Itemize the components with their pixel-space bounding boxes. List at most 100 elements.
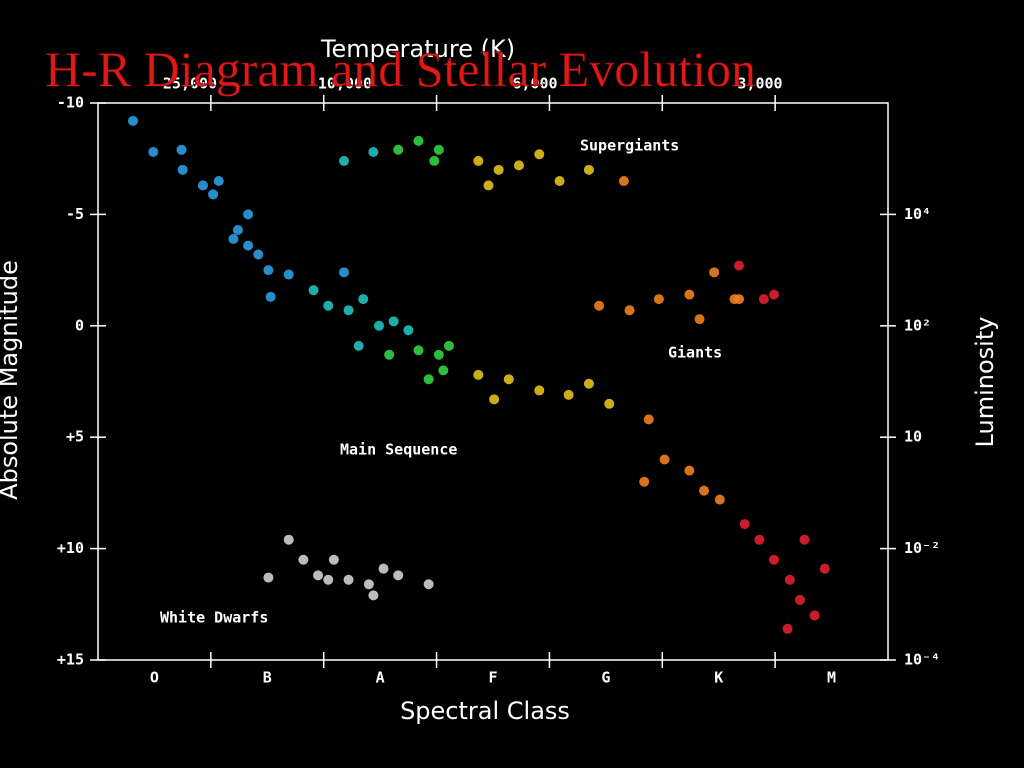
star-point	[594, 300, 605, 311]
star-point	[429, 155, 440, 166]
y2-tick-label: 10⁻⁴	[904, 651, 940, 669]
y2-tick-label: 10	[904, 428, 922, 446]
star-point	[265, 291, 276, 302]
star-point	[243, 240, 254, 251]
y-tick-label: -10	[57, 94, 84, 112]
star-point	[243, 209, 254, 220]
star-point	[358, 294, 369, 305]
star-point	[734, 260, 745, 271]
star-point	[438, 365, 449, 376]
star-point	[503, 374, 514, 385]
star-point	[388, 316, 399, 327]
y-tick-label: +15	[57, 651, 84, 669]
star-point	[413, 135, 424, 146]
star-point	[643, 414, 654, 425]
star-point	[368, 590, 379, 601]
star-point	[368, 147, 379, 158]
star-point	[423, 579, 434, 590]
star-point	[583, 164, 594, 175]
star-point	[253, 249, 264, 260]
x-tick-label: B	[263, 669, 272, 687]
plot-frame	[97, 102, 889, 661]
star-point	[393, 144, 404, 155]
star-point	[769, 554, 780, 565]
star-point	[298, 554, 309, 565]
star-point	[554, 175, 565, 186]
star-point	[758, 294, 769, 305]
star-point	[263, 572, 274, 583]
star-point	[819, 563, 830, 574]
star-point	[583, 378, 594, 389]
star-point	[794, 594, 805, 605]
y-tick-label: 0	[75, 316, 84, 334]
x-tick-label: K	[714, 669, 723, 687]
x-tick-label: M	[827, 669, 836, 687]
star-point	[403, 325, 414, 336]
star-point	[659, 454, 670, 465]
y2-tick-label: 10⁴	[904, 205, 931, 223]
star-point	[343, 574, 354, 585]
star-point	[339, 155, 350, 166]
star-point	[782, 623, 793, 634]
star-point	[353, 340, 364, 351]
star-point	[323, 574, 334, 585]
star-point	[754, 534, 765, 545]
slide-title: H-R Diagram and Stellar Evolution	[45, 41, 756, 97]
annotation: White Dwarfs	[160, 609, 268, 627]
star-point	[443, 340, 454, 351]
star-point	[208, 189, 219, 200]
star-point	[283, 269, 294, 280]
star-point	[176, 144, 187, 155]
star-point	[127, 115, 138, 126]
star-point	[433, 144, 444, 155]
star-point	[423, 374, 434, 385]
x-tick-label: G	[601, 669, 610, 687]
star-point	[177, 164, 188, 175]
star-point	[378, 563, 389, 574]
star-point	[263, 265, 274, 276]
star-point	[734, 294, 745, 305]
star-point	[473, 369, 484, 380]
x-tick-label: O	[150, 669, 159, 687]
star-point	[694, 314, 705, 325]
star-point	[513, 160, 524, 171]
star-point	[769, 289, 780, 300]
y-tick-label: +10	[57, 539, 84, 557]
star-point	[714, 494, 725, 505]
star-point	[228, 233, 239, 244]
star-point	[313, 570, 324, 581]
star-point	[393, 570, 404, 581]
star-point	[328, 554, 339, 565]
top-tick-label: 25,000	[163, 75, 217, 93]
star-point	[563, 389, 574, 400]
top-tick-label: 3,000	[737, 75, 782, 93]
y-tick-label: +5	[66, 428, 84, 446]
star-point	[213, 175, 224, 186]
y-axis-label: Absolute Magnitude	[0, 260, 23, 500]
star-point	[232, 224, 243, 235]
annotation: Supergiants	[580, 137, 679, 155]
star-point	[534, 385, 545, 396]
star-point	[534, 149, 545, 160]
star-point	[384, 349, 395, 360]
star-point	[483, 180, 494, 191]
star-point	[473, 155, 484, 166]
y2-tick-label: 10²	[904, 316, 931, 334]
star-point	[699, 485, 710, 496]
star-point	[709, 267, 720, 278]
star-point	[308, 285, 319, 296]
star-point	[684, 289, 695, 300]
star-point	[197, 180, 208, 191]
star-point	[413, 345, 424, 356]
star-point	[604, 398, 615, 409]
annotation: Giants	[668, 344, 722, 362]
star-point	[493, 164, 504, 175]
x-tick-label: F	[488, 669, 497, 687]
star-point	[374, 320, 385, 331]
star-point	[653, 294, 664, 305]
star-point	[283, 534, 294, 545]
star-point	[323, 300, 334, 311]
star-point	[799, 534, 810, 545]
x-axis-label: Spectral Class	[400, 697, 570, 725]
